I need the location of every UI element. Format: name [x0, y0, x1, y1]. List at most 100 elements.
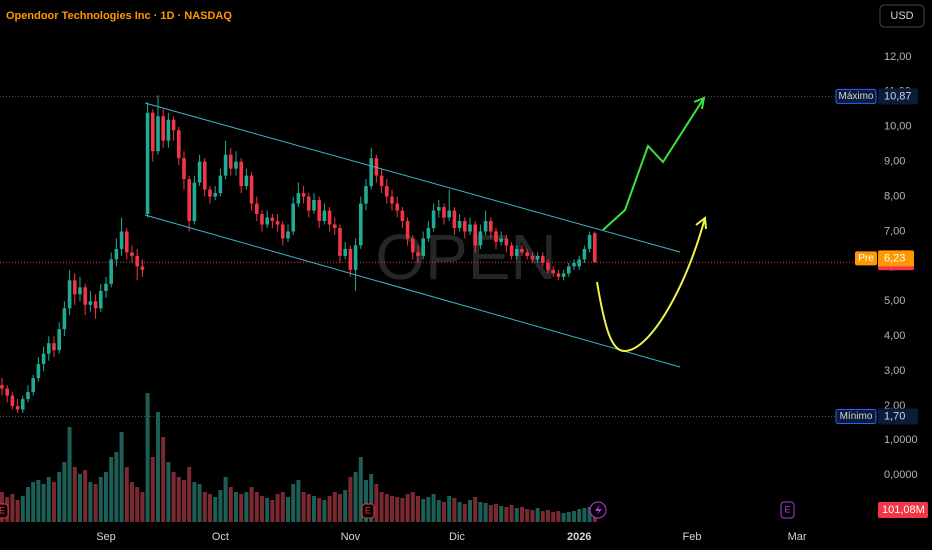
candle-body [218, 175, 223, 194]
candle-body [452, 210, 457, 228]
candle-body [67, 280, 72, 309]
candle-body [124, 231, 129, 253]
candle-body [83, 287, 87, 305]
candle-body [223, 154, 228, 176]
yellow-arrow [596, 217, 706, 353]
volume-bar [51, 482, 56, 522]
volume-bar [202, 492, 207, 522]
volume-bar [285, 497, 290, 522]
volume-bar [197, 484, 202, 522]
marker-value-box [878, 408, 918, 425]
event-label[interactable]: E [365, 505, 371, 515]
volume-bar [363, 480, 368, 522]
volume-bar [530, 510, 535, 522]
candle-body [525, 252, 529, 256]
candle-body [135, 255, 139, 267]
y-tick-label: 7,00 [884, 225, 905, 237]
volume-bar [259, 496, 264, 522]
candle-body [374, 158, 379, 176]
currency-button[interactable] [879, 4, 925, 28]
event-icon[interactable] [780, 501, 795, 519]
candle-body [5, 388, 9, 396]
volume-bar [140, 492, 145, 522]
volume-bar [514, 508, 519, 522]
volume-bar [509, 505, 514, 522]
candle-body [390, 196, 394, 204]
yellow-arrowhead [695, 216, 707, 230]
event-label[interactable]: E [0, 505, 5, 515]
volume-bar [343, 490, 348, 522]
volume-bar [525, 509, 530, 522]
y-tick-label: 10,00 [884, 121, 912, 133]
candle-body [348, 248, 353, 270]
chart-title: Opendoor Technologies Inc · 1D · NASDAQ [6, 10, 232, 22]
candle-body [353, 245, 358, 270]
candle-body [62, 308, 67, 330]
volume-bar [384, 494, 389, 522]
candle-body [514, 248, 519, 256]
volume-bar [228, 487, 233, 522]
volume-bar [306, 494, 311, 522]
lightning [595, 504, 602, 516]
candle-body [291, 203, 295, 232]
candle-body [301, 193, 306, 197]
candle-body [312, 200, 316, 211]
candle-body [254, 203, 259, 215]
candle-body [275, 221, 280, 225]
currency-label[interactable]: USD [890, 10, 913, 22]
volume-bar [249, 487, 254, 522]
volume-bar [166, 462, 171, 522]
volume-bar [332, 492, 337, 522]
candle-body [244, 175, 249, 187]
volume-bar [124, 467, 129, 522]
volume-bar [296, 480, 301, 522]
candle-body [72, 280, 77, 295]
volume-bar [545, 510, 550, 522]
x-tick-label: Feb [683, 531, 702, 543]
volume-bar [379, 492, 384, 522]
candle-body [15, 406, 20, 410]
candle-body [556, 273, 561, 277]
candle-body [88, 301, 93, 305]
candle-body [566, 266, 571, 274]
volume-bar [540, 511, 545, 522]
candle-body [93, 301, 98, 309]
candle-body [296, 193, 301, 204]
volume-bar [72, 467, 77, 522]
candle-body [78, 287, 82, 295]
volume-bar [405, 494, 410, 522]
green-arrow [602, 97, 705, 231]
candle-body [546, 262, 550, 270]
y-tick-label: 12,00 [884, 51, 912, 63]
candle-body [577, 259, 581, 267]
candle-body [176, 130, 181, 159]
volume-bar [400, 498, 405, 522]
candle-body [31, 378, 35, 393]
x-tick-label: Oct [212, 531, 229, 543]
candle-body [400, 210, 405, 222]
candle-body [52, 343, 56, 351]
volume-bar [301, 492, 306, 522]
volume-bar [467, 500, 472, 522]
volume-bar [561, 513, 566, 522]
volume-bar [551, 512, 556, 522]
event-icon[interactable] [361, 503, 375, 519]
volume-bar [187, 467, 192, 522]
candle-body [249, 175, 254, 204]
volume-bar [213, 497, 218, 522]
candle-body [483, 221, 488, 232]
event-icon[interactable] [0, 503, 9, 519]
candle-body [36, 364, 41, 379]
volume-bar [181, 480, 186, 522]
candle-body [322, 210, 327, 222]
candle-body [46, 343, 51, 354]
event-label[interactable]: E [784, 504, 790, 514]
candle-body [317, 200, 321, 222]
candle-body [26, 392, 30, 400]
candle-body [286, 231, 290, 239]
pre-label: Pre [858, 253, 874, 264]
volume-bar [535, 508, 540, 522]
x-tick-label: Dic [449, 531, 465, 543]
volume-bar [327, 496, 332, 522]
volume-bar [83, 470, 88, 522]
